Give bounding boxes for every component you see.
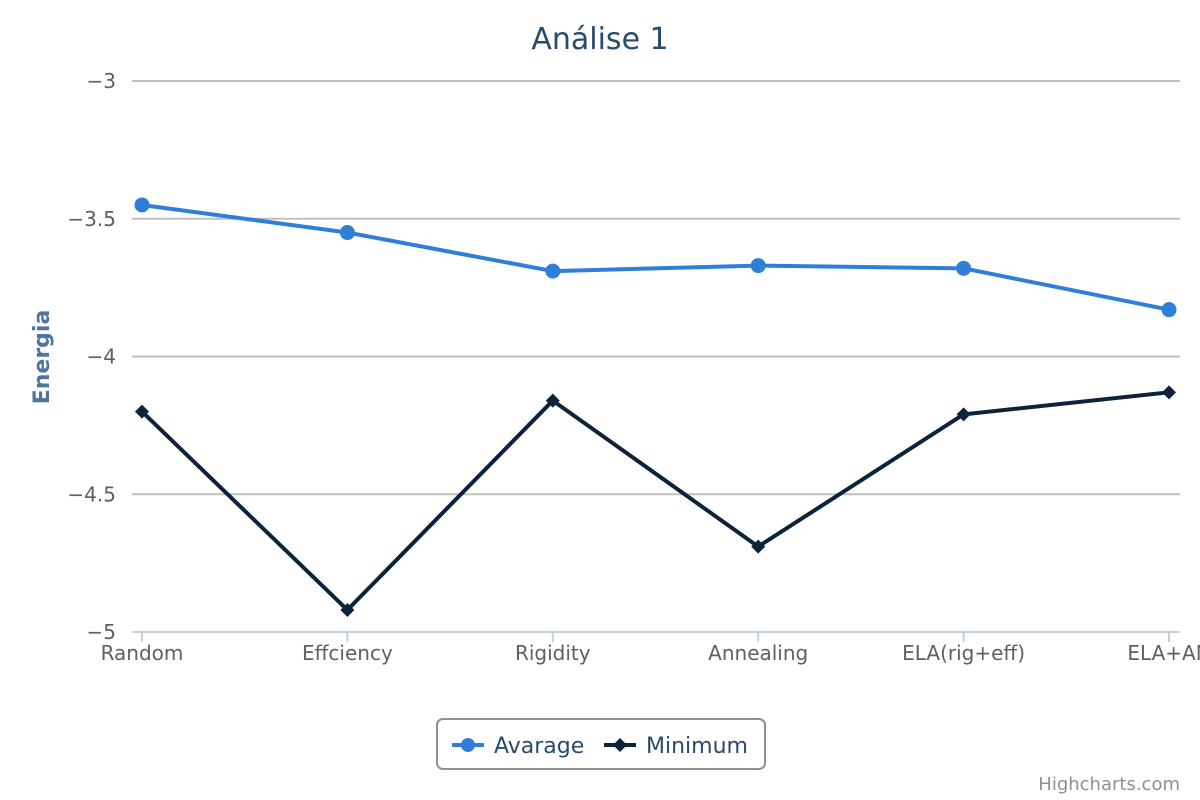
data-point[interactable] — [1161, 302, 1177, 318]
series-avarage — [134, 197, 1177, 318]
x-tick-label: ELA+AN — [1127, 641, 1200, 665]
legend-item-avarage[interactable]: Avarage — [452, 734, 584, 759]
data-point[interactable] — [545, 393, 560, 408]
x-tick-label: ELA(rig+eff) — [902, 641, 1025, 665]
data-point[interactable] — [751, 539, 766, 554]
series-line — [141, 202, 1170, 312]
x-tick-label: Effciency — [302, 641, 393, 665]
y-tick-label: −3.5 — [67, 207, 116, 231]
y-tick-label: −4 — [87, 345, 116, 369]
data-point[interactable] — [339, 225, 355, 241]
legend-label-avarage: Avarage — [494, 734, 584, 759]
x-axis: Random Effciency Rigidity Annealing ELA(rig+… — [101, 631, 1200, 665]
legend-item-minimum[interactable]: Minimum — [604, 734, 748, 759]
series-group — [134, 197, 1177, 617]
y-axis-title: Energia — [30, 310, 55, 405]
legend-marker-minimum — [613, 738, 627, 752]
series-line — [140, 390, 1170, 612]
series-minimum — [135, 385, 1176, 617]
credits-link[interactable]: Highcharts.com — [1038, 774, 1180, 795]
legend-label-minimum: Minimum — [646, 734, 748, 759]
x-tick-label: Annealing — [708, 641, 808, 665]
legend-box — [436, 718, 766, 770]
x-tick-label: Rigidity — [515, 641, 591, 665]
data-point[interactable] — [750, 258, 766, 274]
gridlines — [132, 80, 1180, 496]
legend-marker-avarage — [461, 738, 475, 752]
legend[interactable]: Avarage Minimum — [436, 718, 766, 770]
chart-title: Análise 1 — [531, 22, 668, 57]
data-point[interactable] — [1162, 385, 1176, 400]
data-point[interactable] — [340, 602, 355, 617]
y-tick-label: −5 — [87, 620, 116, 644]
data-point[interactable] — [135, 404, 149, 419]
data-point[interactable] — [545, 263, 561, 279]
y-tick-label: −3 — [87, 69, 116, 93]
data-point[interactable] — [134, 197, 150, 213]
y-tick-label: −4.5 — [67, 482, 116, 506]
data-point[interactable] — [956, 260, 972, 276]
data-point[interactable] — [956, 407, 971, 422]
y-axis-ticks: −3 −3.5 −4 −4.5 −5 — [67, 69, 116, 644]
x-tick-label: Random — [101, 641, 184, 665]
